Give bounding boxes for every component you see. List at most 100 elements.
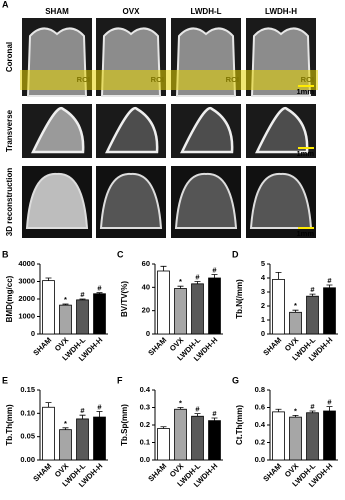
significance-mark: * bbox=[64, 419, 67, 428]
bone-shape bbox=[255, 106, 309, 154]
bar bbox=[323, 287, 336, 335]
bone-shape bbox=[105, 106, 159, 154]
y-tick-label: 0.3 bbox=[140, 402, 150, 411]
panel-label: B bbox=[2, 249, 9, 259]
significance-mark: # bbox=[97, 402, 102, 411]
row-label: Coronal bbox=[5, 42, 14, 72]
x-tick-label: SHAM bbox=[31, 461, 53, 483]
bar bbox=[42, 280, 55, 335]
error-bar bbox=[160, 426, 167, 429]
bar bbox=[76, 299, 89, 335]
significance-mark: # bbox=[212, 409, 217, 418]
error-bar bbox=[62, 427, 69, 430]
bone-shape bbox=[25, 172, 89, 229]
error-bar bbox=[211, 417, 218, 421]
x-tick-label: SHAM bbox=[146, 335, 168, 357]
significance-mark: # bbox=[327, 398, 332, 407]
y-tick-label: 1000 bbox=[18, 311, 35, 320]
error-bar bbox=[194, 281, 201, 284]
scale-bar-label: 1mm bbox=[296, 149, 314, 158]
column-label: LWDH-H bbox=[265, 7, 297, 16]
significance-mark: # bbox=[195, 405, 200, 414]
bar bbox=[208, 420, 221, 461]
bar bbox=[93, 293, 106, 335]
y-tick-label: 0 bbox=[31, 329, 35, 338]
error-bar bbox=[62, 303, 69, 306]
significance-mark: # bbox=[195, 272, 200, 281]
x-tick-label: SHAM bbox=[261, 335, 283, 357]
significance-mark: # bbox=[212, 265, 217, 274]
error-bar bbox=[309, 293, 316, 297]
significance-mark: * bbox=[179, 277, 182, 286]
bar bbox=[289, 416, 302, 461]
bone-shape bbox=[99, 172, 163, 229]
error-bar bbox=[309, 410, 316, 413]
panel-label: E bbox=[2, 375, 8, 385]
bone-shape bbox=[31, 106, 85, 154]
bar bbox=[174, 408, 187, 461]
error-bar bbox=[211, 274, 218, 278]
bar bbox=[157, 428, 170, 461]
panel-label: C bbox=[117, 249, 124, 259]
y-axis-label: Ct.Th(mm) bbox=[235, 405, 244, 445]
y-tick-label: 0.10 bbox=[20, 408, 35, 417]
significance-mark: # bbox=[80, 406, 85, 415]
y-tick-label: 20 bbox=[142, 306, 150, 315]
bar bbox=[272, 411, 285, 461]
error-bar bbox=[177, 407, 184, 410]
y-tick-label: 4 bbox=[261, 273, 266, 282]
error-bar bbox=[96, 292, 103, 294]
x-tick-label: SHAM bbox=[146, 461, 168, 483]
y-tick-label: 60 bbox=[142, 259, 150, 268]
y-tick-label: 0.00 bbox=[20, 455, 35, 464]
error-bar bbox=[79, 414, 86, 419]
y-axis-label: BMD(mg/cc) bbox=[5, 275, 14, 322]
bar bbox=[323, 410, 336, 461]
bone-shape bbox=[249, 172, 313, 229]
panel-label: A bbox=[2, 0, 9, 9]
y-tick-label: 2000 bbox=[18, 294, 35, 303]
column-label: SHAM bbox=[45, 7, 69, 16]
panel-label: F bbox=[117, 375, 123, 385]
y-axis-label: Tb.N(/mm) bbox=[235, 279, 244, 319]
y-tick-label: 1 bbox=[261, 315, 265, 324]
panel-label: D bbox=[232, 249, 239, 259]
significance-mark: * bbox=[294, 301, 297, 310]
error-bar bbox=[79, 298, 86, 300]
significance-mark: # bbox=[310, 402, 315, 411]
significance-mark: * bbox=[294, 406, 297, 415]
y-tick-label: 4000 bbox=[18, 259, 35, 268]
bar bbox=[289, 311, 302, 335]
bone-shape bbox=[180, 106, 234, 154]
y-tick-label: 0.15 bbox=[20, 385, 35, 394]
x-tick-label: SHAM bbox=[261, 461, 283, 483]
significance-mark: * bbox=[64, 295, 67, 304]
bar bbox=[208, 277, 221, 335]
column-label: LWDH-L bbox=[190, 7, 221, 16]
significance-mark: # bbox=[310, 285, 315, 294]
y-tick-label: 0.0 bbox=[255, 455, 265, 464]
y-tick-label: 0.4 bbox=[255, 420, 266, 429]
error-bar bbox=[326, 406, 333, 411]
y-tick-label: 0.0 bbox=[140, 455, 150, 464]
row-label: 3D reconstruction bbox=[5, 168, 14, 237]
significance-mark: # bbox=[327, 276, 332, 285]
column-label: OVX bbox=[123, 7, 141, 16]
y-axis-label: Tb.Th(mm) bbox=[5, 404, 14, 446]
error-bar bbox=[292, 414, 299, 418]
x-tick-label: SHAM bbox=[31, 335, 53, 357]
y-tick-label: 2 bbox=[261, 301, 265, 310]
bar bbox=[59, 429, 72, 461]
bar bbox=[76, 418, 89, 461]
error-bar bbox=[326, 284, 333, 288]
y-axis-label: Tb.Sp(mm) bbox=[120, 404, 129, 446]
roi-band bbox=[20, 70, 318, 90]
row-label: Transverse bbox=[5, 109, 14, 152]
y-tick-label: 0.2 bbox=[255, 437, 265, 446]
y-tick-label: 0.4 bbox=[140, 385, 151, 394]
bar bbox=[191, 415, 204, 461]
y-tick-label: 3 bbox=[261, 287, 265, 296]
scale-bar-label: 1mm bbox=[296, 229, 314, 238]
error-bar bbox=[292, 309, 299, 313]
y-tick-label: 0 bbox=[146, 329, 150, 338]
